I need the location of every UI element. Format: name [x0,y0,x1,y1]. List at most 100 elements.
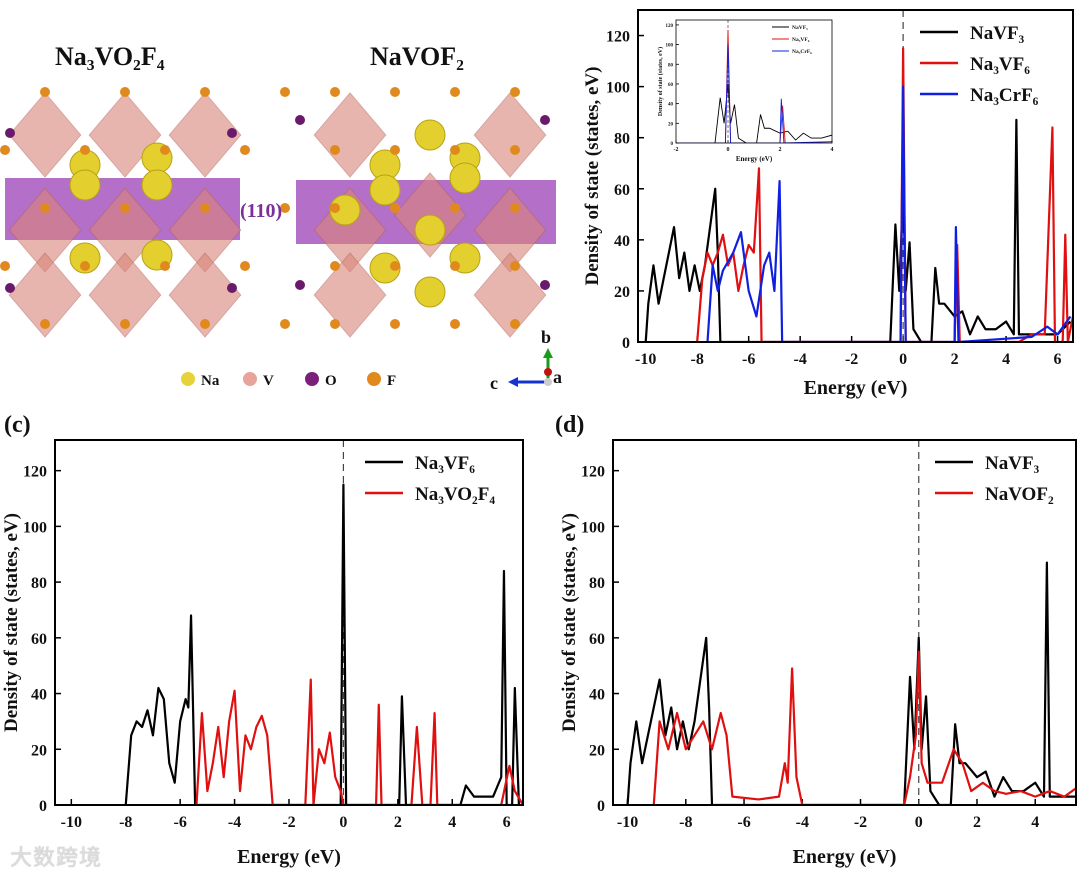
x-tick-label: -6 [742,351,755,368]
plot-frame [637,9,1074,343]
na-atom [449,162,481,194]
f-atom [160,261,170,271]
inset-legend-label: NaVF₃ [792,25,808,31]
y-tick-label: 40 [614,233,630,250]
y-axis-label: Density of state (states, eV) [559,513,580,732]
o-atom [295,115,305,125]
f-atom [0,261,10,271]
y-tick-label: 0 [671,142,674,147]
y-tick-label: 120 [606,29,630,46]
y-tick-label: 80 [668,63,674,68]
octahedron [168,92,242,178]
y-tick-label: 120 [23,464,47,481]
f-atom [330,145,340,155]
plot-frame [54,439,524,806]
f-atom [200,203,210,213]
y-tick-label: 100 [606,80,630,97]
x-axis-label: Energy (eV) [237,846,341,868]
inset-frame [675,19,833,144]
o-atom [5,283,15,293]
f-atom [390,203,400,213]
legend-label: Na₃VF₆ [415,453,475,474]
f-atom [200,319,210,329]
legend-label: Na₃VF₆ [970,54,1030,75]
o-atom [295,280,305,290]
f-atom [510,203,520,213]
y-tick-label: 100 [581,519,605,536]
y-tick-label: 20 [589,742,605,759]
legend-label: Na₃VO₂F₄ [415,484,495,505]
x-tick-label: 0 [339,814,347,831]
f-atom [0,145,10,155]
f-atom [450,319,460,329]
inset-series-line-Na₃CrF₆ [676,44,832,143]
na-atom [141,169,173,201]
f-atom [120,319,130,329]
octahedron [313,252,387,338]
axis-label-b: b [541,327,551,347]
y-tick-label: 40 [668,103,674,108]
y-tick-label: 40 [589,687,605,704]
y-tick-label: 60 [589,631,605,648]
f-atom [390,261,400,271]
series-line-Na₃VF₆ [696,47,1073,342]
o-atom [540,115,550,125]
inset-series-line-NaVF₃ [676,83,832,143]
x-tick-label: -8 [691,351,704,368]
f-atom [160,145,170,155]
y-tick-label: 20 [668,122,674,127]
legend-atom-o-icon [305,372,319,386]
x-tick-label: 2 [973,814,981,831]
f-atom [390,145,400,155]
legend-label: NaVF₃ [970,23,1025,44]
o-atom [5,128,15,138]
f-atom [240,145,250,155]
structure-title-right: NaVOF₂ [370,42,464,71]
f-atom [510,319,520,329]
octahedron [8,92,82,178]
f-atom [450,87,460,97]
x-tick-label: 4 [448,814,456,831]
x-tick-label: -2 [845,351,858,368]
axis-label-a: a [553,367,562,387]
x-tick-label: -2 [282,814,295,831]
inset-x-axis-label: Energy (eV) [736,155,773,163]
y-axis-label: Density of state (states, eV) [582,67,603,286]
plot-frame [612,439,1077,806]
x-tick-label: 4 [1002,351,1010,368]
x-tick-label: -10 [635,351,656,368]
y-tick-label: 60 [614,182,630,199]
na-atom [69,169,101,201]
x-tick-label: -10 [617,814,638,831]
legend-label: NaVOF₂ [985,484,1054,505]
octahedron [8,252,82,338]
legend-label: Na₃CrF₆ [970,85,1039,106]
f-atom [330,203,340,213]
y-axis-label: Density of state (states, eV) [1,513,22,732]
y-tick-label: 20 [31,742,47,759]
y-tick-label: 120 [666,24,674,29]
series-line-Na₃VF₆ [124,483,521,805]
f-atom [510,87,520,97]
inset-y-axis-label: Density of state (states, eV) [657,47,664,116]
f-atom [280,319,290,329]
y-tick-label: 60 [668,83,674,88]
na-atom [369,174,401,206]
watermark: 大数跨境 [10,846,103,871]
y-tick-label: 0 [622,335,630,352]
series-line-NaVF₃ [626,561,1076,805]
x-axis-label: Energy (eV) [804,377,908,399]
y-tick-label: 100 [666,44,674,49]
x-tick-label: -6 [173,814,186,831]
f-atom [40,203,50,213]
crystal-structure-illustration: Na₃VO₂F₄ NaVOF₂ (110) Na V O F b c a [0,42,562,393]
x-tick-label: 6 [1054,351,1062,368]
f-atom [80,261,90,271]
na-atom [414,119,446,151]
legend-atom-na-icon [181,372,195,386]
y-tick-label: 80 [614,131,630,148]
